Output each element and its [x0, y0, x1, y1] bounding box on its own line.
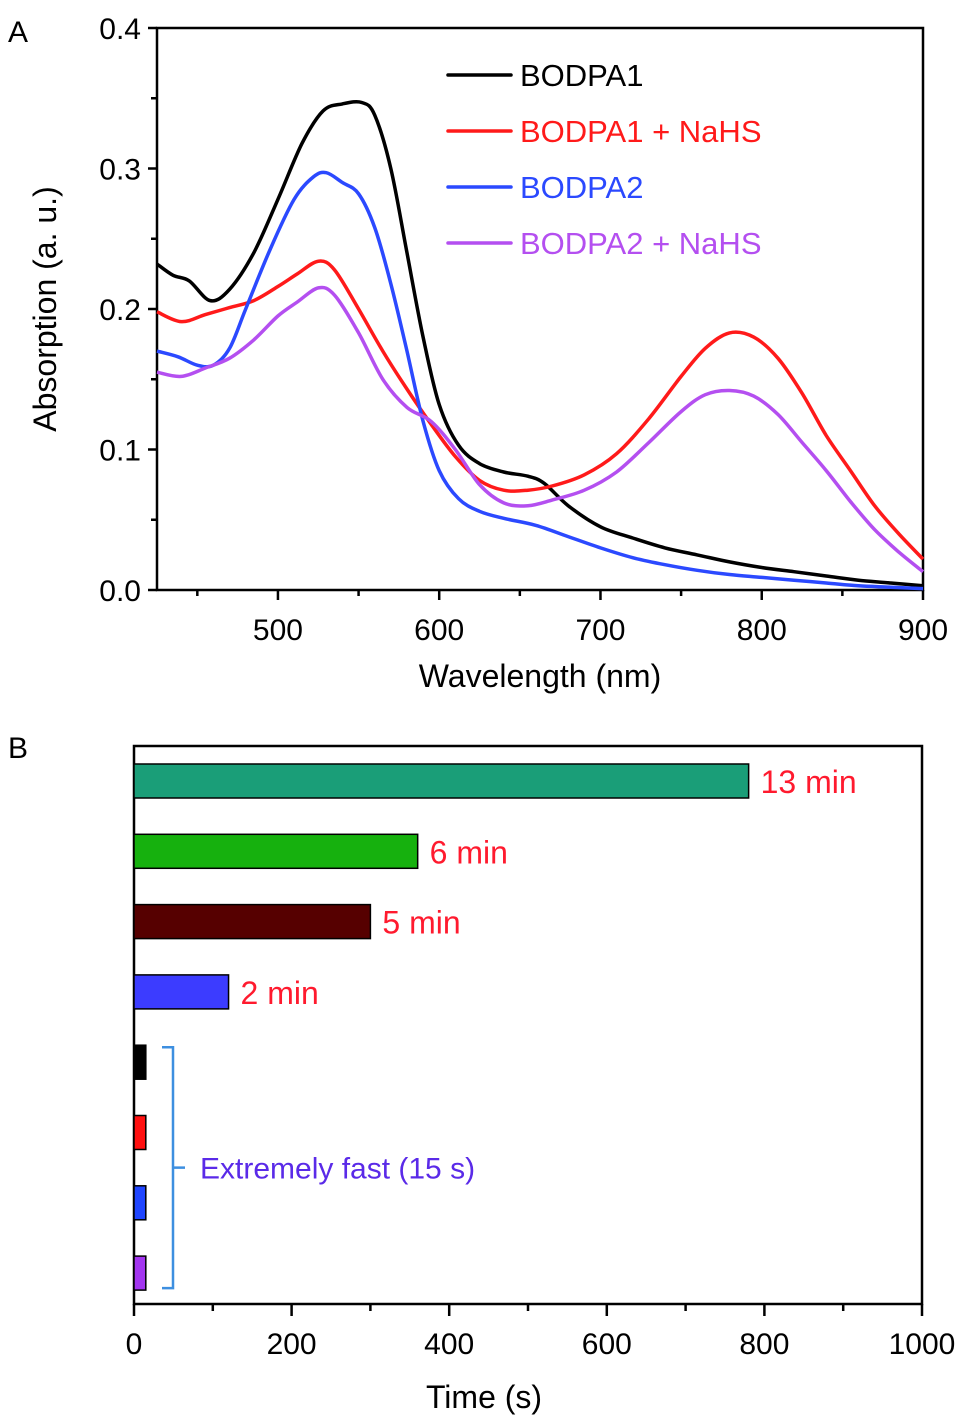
- y-tick-label: 0.2: [99, 294, 141, 327]
- y-tick-label: 0.0: [99, 575, 141, 608]
- panel-b-x-axis: 0 200 400 600 800 1000: [126, 1304, 956, 1361]
- panel-a-series: [155, 99, 925, 591]
- x-tick-label: 600: [582, 1328, 632, 1361]
- panel-b-letter: B: [8, 732, 28, 765]
- panel-b-x-axis-title: Time (s): [426, 1379, 542, 1415]
- panel-a-x-axis: 500 600 700 800 900: [196, 590, 948, 647]
- y-tick-label: 0.4: [99, 13, 141, 46]
- panel-a: A 0.0 0.1 0.2 0.3 0.4 500 600 700 800 900 BODPA1…: [8, 13, 948, 694]
- series-line-3: [156, 170, 924, 591]
- bar-label-1: 13 min: [761, 764, 857, 800]
- legend-label-4: BODPA2 + NaHS: [520, 226, 762, 261]
- panel-b-plot-frame: [132, 744, 924, 1306]
- bar-5: [133, 1044, 147, 1080]
- bar-label-2: 6 min: [430, 834, 508, 870]
- bar-4: [133, 974, 230, 1010]
- x-tick-label: 900: [898, 614, 948, 647]
- x-tick-label: 600: [414, 614, 464, 647]
- series-line-4: [156, 285, 925, 574]
- x-tick-label: 200: [267, 1328, 317, 1361]
- x-tick-label: 400: [424, 1328, 474, 1361]
- y-tick-label: 0.1: [99, 435, 141, 468]
- x-tick-label: 500: [253, 614, 303, 647]
- legend-label-3: BODPA2: [520, 170, 643, 205]
- x-tick-label: 0: [126, 1328, 143, 1361]
- x-tick-label: 1000: [889, 1328, 956, 1361]
- fast-group-bracket: [162, 1045, 185, 1290]
- panel-a-letter: A: [8, 16, 28, 49]
- bar-1: [133, 763, 750, 799]
- x-tick-label: 800: [739, 1328, 789, 1361]
- legend-label-2: BODPA1 + NaHS: [520, 114, 762, 149]
- bar-label-3: 5 min: [382, 905, 460, 941]
- panel-a-plot-frame: [155, 26, 925, 592]
- panel-b: B 13 min 6 min 5 min 2 min 0 200 400 600 800 100…: [8, 732, 955, 1415]
- y-tick-label: 0.3: [99, 154, 141, 187]
- series-line-1: [155, 99, 924, 588]
- panel-a-y-axis: 0.0 0.1 0.2 0.3 0.4: [99, 13, 157, 608]
- x-tick-label: 700: [575, 614, 625, 647]
- bar-2: [133, 833, 419, 870]
- panel-a-legend: BODPA1 BODPA1 + NaHS BODPA2 BODPA2 + NaHS: [446, 58, 762, 261]
- bar-8: [133, 1255, 147, 1291]
- legend-label-1: BODPA1: [520, 58, 643, 93]
- series-line-2: [156, 259, 925, 561]
- bar-label-4: 2 min: [241, 975, 319, 1011]
- bar-3: [133, 903, 372, 940]
- bar-7: [133, 1185, 147, 1221]
- panel-a-y-axis-title: Absorption (a. u.): [27, 186, 63, 431]
- fast-group-annotation: Extremely fast (15 s): [200, 1153, 475, 1186]
- panel-b-bars: 13 min 6 min 5 min 2 min: [133, 763, 857, 1291]
- bar-6: [133, 1114, 147, 1151]
- x-tick-label: 800: [737, 614, 787, 647]
- panel-a-x-axis-title: Wavelength (nm): [419, 658, 661, 694]
